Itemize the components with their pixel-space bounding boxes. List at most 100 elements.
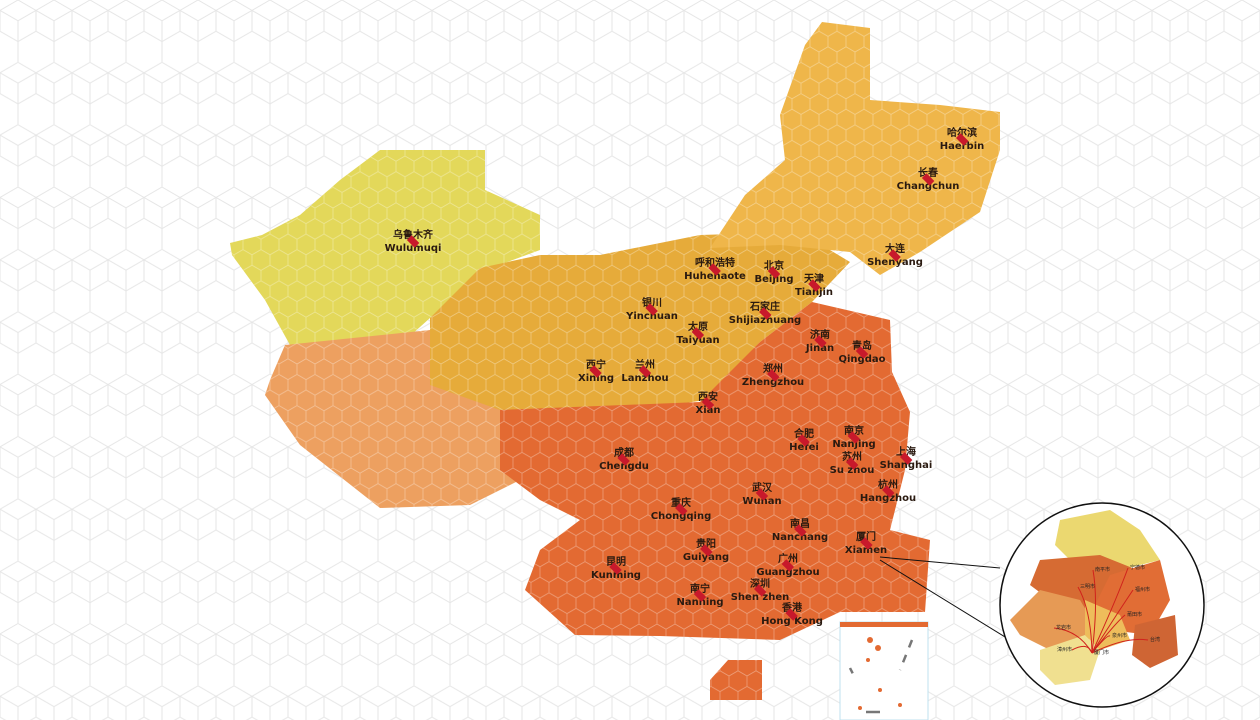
city-name-zh: 苏州 — [841, 452, 862, 463]
city-name-en: Shen zhen — [730, 592, 790, 603]
city-name-en: Guangzhou — [756, 567, 820, 578]
city-name-en: Lanzhou — [621, 373, 669, 384]
inset-city-label: 龙岩市 — [1056, 625, 1072, 631]
city-nanchang[interactable]: 南昌Nanchang — [772, 519, 828, 543]
city-name-zh: 上海 — [896, 447, 916, 458]
city-name-zh: 南京 — [844, 426, 864, 437]
city-name-en: Wuhan — [742, 496, 782, 507]
inset-region — [1040, 635, 1100, 685]
city-hong-kong[interactable]: 香港 Hong Kong — [761, 603, 823, 627]
city-name-zh: 北京 — [764, 261, 784, 272]
city-name-zh: 香港 — [782, 603, 802, 614]
city-name-zh: 武汉 — [751, 483, 772, 494]
city-name-en: Changchun — [896, 181, 960, 192]
fujian-inset-circle — [999, 502, 1205, 708]
city-chengdu[interactable]: 成都 Chengdu — [599, 448, 649, 472]
city-yinchuan[interactable]: 银川 Yinchuan — [626, 298, 678, 322]
city-name-zh: 太原 — [688, 322, 708, 333]
inset-region — [1055, 510, 1160, 570]
region-hainan — [710, 660, 762, 700]
city-shen-zhen[interactable]: 深圳 Shen zhen — [731, 579, 790, 603]
city-tianjin[interactable]: 天津Tianjin — [795, 274, 833, 298]
city-name-zh: 乌鲁木齐 — [392, 230, 433, 241]
city-name-zh: 西安 — [697, 392, 718, 403]
inset-city-label: 福州市 — [1135, 587, 1151, 593]
inset-connector-lines — [879, 556, 1011, 641]
inset-city-label: 泉州市 — [1112, 633, 1128, 639]
city-name-en: Kunming — [591, 570, 641, 581]
city-name-zh: 哈尔滨 — [946, 128, 977, 139]
city-name-en: Xining — [578, 373, 614, 384]
city-haerbin[interactable]: 哈尔滨 Haerbin — [940, 128, 985, 152]
city-name-en: Guiyang — [682, 552, 730, 563]
city-name-zh: 成都 — [613, 448, 634, 459]
city-name-zh: 合肥 — [794, 429, 814, 440]
city-name-zh: 深圳 — [749, 579, 770, 590]
city-qingdao[interactable]: 青岛 Qingdao — [839, 341, 886, 365]
inset-city-label: 南平市 — [1095, 567, 1111, 573]
city-xian[interactable]: 西安 Xian — [695, 392, 720, 416]
region-south — [500, 302, 930, 640]
city-guangzhou[interactable]: 广州 Guangzhou — [756, 554, 819, 578]
city-name-en: Hong Kong — [761, 616, 823, 627]
city-xining[interactable]: 西宁 Xining — [578, 360, 614, 384]
south-china-sea-inset — [839, 621, 929, 720]
city-name-en: Chongqing — [650, 511, 712, 522]
city-name-en: Taiyuan — [676, 335, 720, 346]
inset-city-label: 宁德市 — [1130, 565, 1146, 571]
city-taiyuan[interactable]: 太原 Taiyuan — [676, 322, 719, 346]
city-name-zh: 兰州 — [634, 360, 655, 371]
city-hangzhou[interactable]: 杭州Hangzhou — [860, 480, 916, 504]
city-name-en: Hangzhou — [859, 493, 917, 504]
city-changchun[interactable]: 长春 Changchun — [897, 168, 960, 192]
inset-city-label: 台湾 — [1150, 637, 1161, 643]
city-beijing[interactable]: 北京 Beijing — [755, 261, 794, 285]
city-name-zh: 南宁 — [690, 584, 710, 595]
city-wulumuqi[interactable]: 乌鲁木齐 Wulumuqi — [385, 230, 442, 254]
city-nanning[interactable]: 南宁 Nanning — [676, 584, 723, 608]
city-name-en: Xiamen — [844, 545, 888, 556]
city-xiamen[interactable]: 厦门Xiamen — [845, 532, 887, 556]
city-name-zh: 昆明 — [606, 557, 626, 568]
inset-route-line — [1071, 645, 1093, 654]
city-name-en: Hefei — [789, 442, 819, 453]
inset-route-line — [1091, 569, 1096, 654]
inset-route-line — [1077, 586, 1093, 654]
inset-route-line — [1091, 567, 1129, 654]
city-name-zh: 银川 — [641, 298, 662, 309]
city-shenyang[interactable]: 大连 Shenyang — [867, 244, 923, 268]
city-nanjing[interactable]: 南京 Nanjing — [832, 426, 875, 450]
city-shijiazhuang[interactable]: 石家庄 Shijiazhuang — [729, 302, 801, 326]
city-jinan[interactable]: 济南Jinan — [806, 330, 834, 354]
inset-route-line — [1091, 589, 1134, 654]
city-name-en: Yinchuan — [626, 311, 678, 322]
city-name-en: Nanning — [676, 597, 724, 608]
inset-region — [1132, 615, 1178, 668]
city-name-en: Xian — [695, 405, 721, 416]
city-name-zh: 青岛 — [851, 341, 872, 352]
inset-region — [1085, 600, 1130, 650]
city-name-zh: 大连 — [885, 244, 905, 255]
city-name-en: Haerbin — [939, 141, 985, 152]
city-name-zh: 重庆 — [671, 498, 691, 509]
inset-city-label: 莆田市 — [1127, 612, 1143, 618]
city-name-en: Qingdao — [838, 354, 886, 365]
city-hefei[interactable]: 合肥 Hefei — [789, 429, 819, 453]
city-chongqing[interactable]: 重庆 Chongqing — [651, 498, 711, 522]
city-name-en: Chengdu — [599, 461, 649, 472]
region-northwest — [230, 150, 540, 345]
city-name-en: Jinan — [805, 343, 835, 354]
city-lanzhou[interactable]: 兰州 Lanzhou — [621, 360, 668, 384]
city-wuhan[interactable]: 武汉 Wuhan — [742, 483, 781, 507]
city-huhehaote[interactable]: 呼和浩特 Huhehaote — [684, 258, 746, 282]
city-su-zhou[interactable]: 苏州 Su zhou — [830, 452, 875, 476]
city-zhengzhou[interactable]: 郑州Zhengzhou — [742, 364, 804, 388]
city-name-en: Nanchang — [771, 532, 829, 543]
city-guiyang[interactable]: 贵阳Guiyang — [683, 539, 729, 563]
city-kunming[interactable]: 昆明 Kunming — [591, 557, 641, 581]
region-central — [430, 232, 850, 410]
inset-city-label: 三明市 — [1080, 584, 1096, 590]
city-name-zh: 广州 — [778, 554, 798, 565]
city-shanghai[interactable]: 上海 Shanghai — [880, 447, 933, 471]
